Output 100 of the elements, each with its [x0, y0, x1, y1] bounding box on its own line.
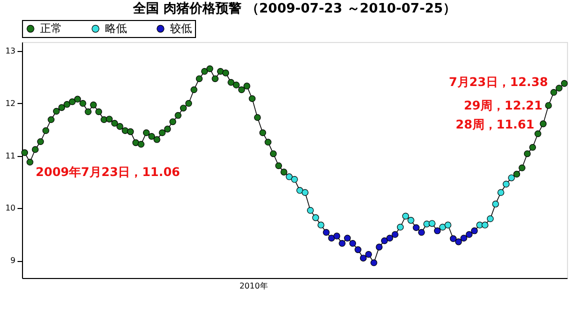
point: [296, 187, 304, 194]
point: [486, 215, 494, 222]
point: [212, 75, 219, 82]
point: [180, 104, 187, 112]
point: [302, 189, 308, 196]
point: [127, 128, 134, 136]
point: [196, 75, 203, 82]
point: [248, 95, 256, 102]
point: [370, 259, 378, 266]
y-tick-label: 12: [5, 98, 16, 108]
point: [396, 224, 404, 231]
point: [37, 138, 44, 146]
point: [428, 220, 436, 227]
point: [206, 65, 214, 72]
point: [291, 176, 298, 183]
point: [74, 96, 81, 103]
point: [158, 129, 166, 136]
point: [418, 228, 425, 236]
point: [524, 150, 531, 158]
point: [560, 80, 568, 87]
annotation: 7月23日，12.38: [448, 75, 548, 90]
point: [408, 216, 414, 224]
point: [306, 206, 314, 214]
point: [450, 235, 457, 242]
point: [84, 108, 92, 116]
point: [540, 120, 547, 128]
legend-label: 正常: [40, 22, 62, 35]
point: [360, 254, 367, 262]
y-tick-label: 9: [10, 256, 16, 266]
point: [286, 173, 293, 180]
point: [545, 102, 552, 109]
point: [259, 129, 266, 136]
point: [322, 228, 330, 236]
annotation: 2009年7月23日，11.06: [36, 164, 180, 179]
point: [502, 180, 510, 188]
point: [338, 240, 346, 247]
point: [556, 84, 562, 92]
y-tick-label: 10: [5, 204, 16, 213]
point: [513, 170, 520, 178]
point: [238, 86, 245, 94]
point: [264, 138, 272, 146]
point: [53, 108, 60, 115]
point: [518, 164, 526, 172]
point: [444, 222, 452, 228]
legend-label: 较低: [170, 22, 192, 35]
point: [58, 104, 66, 111]
point: [534, 130, 542, 138]
text: 2010年: [239, 282, 268, 291]
point: [116, 123, 124, 130]
point: [90, 102, 97, 108]
point: [132, 139, 140, 146]
point: [174, 112, 182, 119]
point: [169, 118, 176, 126]
point: [529, 144, 536, 151]
annotation: 28周，11.61: [456, 118, 534, 132]
point: [270, 150, 277, 158]
point: [376, 244, 383, 250]
point: [21, 149, 28, 156]
point: [434, 227, 441, 234]
point: [328, 234, 335, 242]
point: [64, 101, 70, 108]
point: [381, 237, 388, 244]
point: [455, 238, 462, 246]
point: [185, 100, 192, 107]
point: [217, 68, 224, 75]
point: [466, 231, 472, 238]
point: [318, 222, 324, 228]
chart-title: 全国 肉猪价格预警 （2009-07-23 ～2010-07-25）: [132, 2, 456, 16]
point: [344, 234, 351, 242]
annotation: 29周，12.21: [464, 98, 542, 113]
point: [26, 158, 34, 166]
point: [79, 100, 86, 107]
point: [386, 234, 394, 242]
point: [111, 120, 118, 127]
point: [68, 98, 76, 106]
legend-label: 略低: [105, 22, 127, 35]
point: [201, 68, 208, 75]
point: [222, 70, 230, 76]
point: [492, 200, 499, 208]
point: [142, 129, 150, 136]
point: [190, 86, 198, 94]
point: [280, 168, 288, 176]
point: [312, 214, 320, 222]
point: [106, 116, 113, 122]
point: [402, 212, 409, 220]
point: [349, 240, 356, 247]
point: [482, 222, 488, 228]
point: [333, 232, 340, 240]
point: [154, 136, 160, 143]
point: [228, 79, 234, 86]
point: [254, 114, 261, 121]
point: [471, 227, 478, 234]
point: [275, 162, 282, 170]
point: [232, 82, 240, 88]
point: [164, 126, 171, 132]
point: [412, 224, 420, 232]
point: [32, 146, 39, 153]
point: [497, 189, 504, 196]
point: [243, 82, 250, 90]
point: [439, 224, 446, 231]
